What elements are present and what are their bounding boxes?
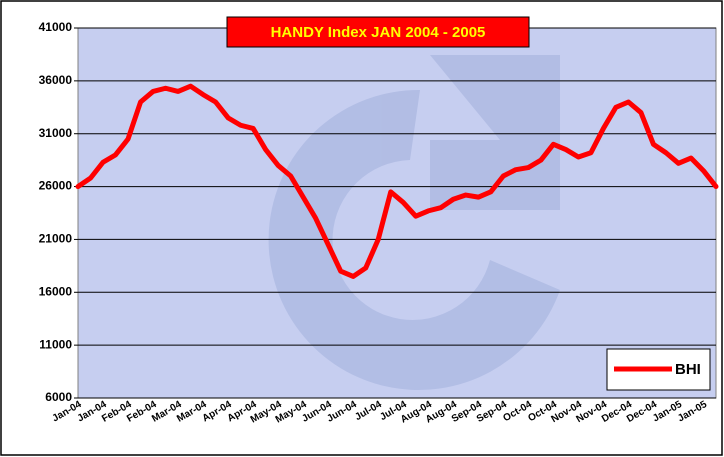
- watermark: [268, 55, 560, 390]
- y-tick-label: 36000: [39, 73, 73, 87]
- y-tick-label: 11000: [39, 337, 72, 351]
- y-tick-label: 16000: [39, 284, 73, 298]
- y-tick-label: 41000: [39, 20, 73, 34]
- y-tick-label: 31000: [39, 126, 73, 140]
- y-tick-label: 26000: [39, 179, 73, 193]
- legend-label: BHI: [675, 361, 701, 378]
- y-tick-label: 6000: [45, 390, 72, 404]
- y-tick-label: 21000: [39, 232, 73, 246]
- plot: [75, 83, 719, 279]
- data-line: [75, 83, 719, 279]
- title-box: [226, 16, 530, 48]
- chart-title: HANDY Index JAN 2004 - 2005: [271, 24, 486, 41]
